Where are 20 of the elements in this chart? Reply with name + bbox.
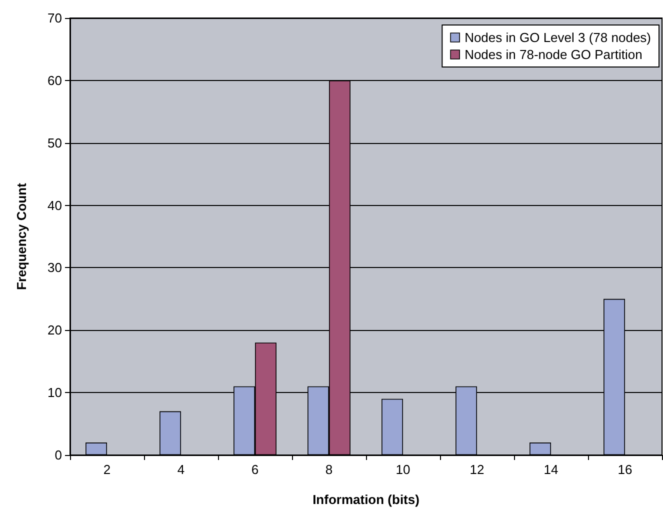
y-tick-label: 70: [48, 10, 62, 26]
x-tick-label: 8: [325, 462, 333, 477]
x-tick-label: 12: [470, 462, 484, 477]
x-tick-label: 6: [251, 462, 259, 477]
x-tick-label: 4: [177, 462, 185, 477]
y-tick-label: 50: [48, 135, 62, 150]
x-tick-label: 14: [544, 462, 558, 477]
y-tick-label: 20: [48, 322, 62, 338]
x-tick-label: 16: [618, 462, 632, 477]
y-axis-title: Frequency Count: [14, 182, 29, 290]
x-tick-label: 2: [103, 462, 111, 477]
legend-label: Nodes in 78-node GO Partition: [464, 47, 642, 62]
y-tick-label: 30: [48, 260, 62, 276]
legend-label: Nodes in GO Level 3 (78 nodes): [464, 30, 651, 45]
y-tick-label: 40: [48, 198, 62, 213]
x-axis-title: Information (bits): [312, 492, 420, 507]
y-tick-label: 0: [54, 448, 62, 462]
y-tick-label: 10: [48, 385, 62, 400]
y-tick-label: 60: [48, 72, 62, 88]
x-tick-label: 10: [396, 462, 410, 477]
